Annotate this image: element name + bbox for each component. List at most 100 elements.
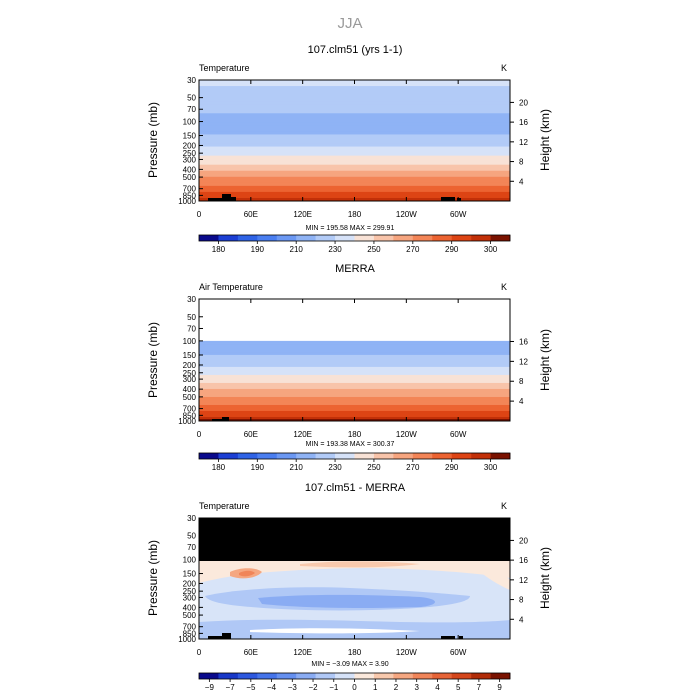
colorbar-swatch <box>218 235 239 241</box>
contour-band <box>199 396 510 400</box>
colorbar-swatch <box>315 673 336 679</box>
y-tick-label: 250 <box>183 369 197 378</box>
colorbar-label: −2 <box>308 683 318 692</box>
y2-tick-label: 12 <box>519 357 528 366</box>
y-tick-label: 50 <box>187 94 196 103</box>
colorbar-swatch <box>393 453 414 459</box>
contour-band <box>199 408 510 412</box>
y-tick-label: 200 <box>183 579 197 588</box>
contour-band <box>199 378 510 382</box>
colorbar-swatch <box>237 453 258 459</box>
missing-region <box>199 518 510 561</box>
x-tick-label: 120W <box>396 210 417 219</box>
y-tick-label: 1000 <box>178 197 196 206</box>
colorbar-swatch <box>393 235 414 241</box>
colorbar-label: 180 <box>212 245 226 254</box>
y-tick-label: 70 <box>187 324 196 333</box>
colorbar-swatch <box>432 235 452 241</box>
colorbar: 180 190 210 230 250 270 290 300 <box>198 452 511 472</box>
colorbar-label: −5 <box>246 683 256 692</box>
colorbar-frame <box>198 452 511 460</box>
colorbar-label: 190 <box>251 245 265 254</box>
y2-axis-title: Height (km) <box>538 109 552 171</box>
contour-band <box>199 364 510 368</box>
y-tick-label: 850 <box>183 191 197 200</box>
colorbar-label: 3 <box>414 683 419 692</box>
panel-title: MERRA <box>335 263 375 275</box>
axes: 3050701001502002503004005007008501000481… <box>178 76 528 219</box>
y-tick-label: 30 <box>187 76 196 85</box>
colorbar-label: −9 <box>205 683 215 692</box>
y2-axis-title: Height (km) <box>538 329 552 391</box>
contour-band <box>199 104 510 108</box>
y-tick-label: 200 <box>183 141 197 150</box>
y-tick-label: 100 <box>183 556 197 565</box>
colorbar-swatch <box>276 673 297 679</box>
panel-title: 107.clm51 - MERRA <box>305 482 406 494</box>
colorbar-label: −7 <box>226 683 236 692</box>
contour-bands <box>199 80 510 201</box>
panel-variable-label: Temperature <box>199 63 250 73</box>
topography-block <box>459 636 463 639</box>
colorbar-label: 250 <box>367 463 381 472</box>
topography-block <box>457 198 461 201</box>
contour-band <box>199 188 510 193</box>
contour-band <box>199 344 510 348</box>
contour-band <box>199 176 510 181</box>
stats-line: MIN = 193.38 MAX = 300.37 <box>306 441 395 448</box>
colorbar-label: 7 <box>477 683 482 692</box>
y-tick-label: 300 <box>183 155 197 164</box>
colorbar-label: −1 <box>329 683 339 692</box>
contour-band <box>199 384 510 388</box>
x-tick-label: 180 <box>348 210 362 219</box>
colorbar-label: 5 <box>456 683 461 692</box>
colorbar-swatch <box>490 453 511 459</box>
contour-band <box>199 134 510 139</box>
contour-band <box>199 83 510 87</box>
panel-variable-label: Air Temperature <box>199 282 263 292</box>
colorbar-swatch <box>199 235 219 241</box>
topography-block <box>441 636 455 639</box>
colorbar-swatch <box>373 235 394 241</box>
colorbar-swatch <box>354 453 375 459</box>
y-tick-label: 70 <box>187 105 196 114</box>
colorbar-swatch <box>237 235 258 241</box>
x-tick-label: 0 <box>197 430 202 439</box>
colorbar-swatch <box>257 453 278 459</box>
colorbar-swatch <box>373 453 394 459</box>
colorbar-label: 290 <box>445 463 459 472</box>
y-tick-label: 200 <box>183 361 197 370</box>
contour-band <box>199 360 510 364</box>
x-tick-label: 120W <box>396 430 417 439</box>
x-tick-label: 120E <box>293 648 312 657</box>
contour-band <box>199 386 510 390</box>
y-tick-label: 300 <box>183 375 197 384</box>
contour-band <box>199 107 510 111</box>
panel-title: 107.clm51 (yrs 1-1) <box>308 44 403 56</box>
contour-band <box>199 161 510 166</box>
contour-band <box>199 131 510 136</box>
near-zero-lower <box>250 628 420 634</box>
contour-band <box>199 167 510 172</box>
colorbar-swatch <box>412 453 433 459</box>
colorbar-swatch <box>276 235 297 241</box>
colorbar-swatch <box>432 453 452 459</box>
contour-band <box>199 140 510 145</box>
x-tick-label: 60W <box>450 210 467 219</box>
panel-variable-label: Temperature <box>199 501 250 511</box>
colorbar-swatch <box>257 673 278 679</box>
topography-block <box>222 194 231 201</box>
y-tick-label: 300 <box>183 593 197 602</box>
contour-band <box>199 179 510 184</box>
contour-band <box>199 110 510 114</box>
topography-mask <box>208 194 461 201</box>
colorbar-swatch <box>199 453 219 459</box>
contour-band <box>199 173 510 178</box>
colorbar-swatch <box>296 235 316 241</box>
y-tick-label: 700 <box>183 185 197 194</box>
contour-band <box>199 346 510 350</box>
colorbar-swatch <box>218 673 239 679</box>
x-tick-label: 0 <box>197 210 202 219</box>
y2-tick-label: 12 <box>519 576 528 585</box>
